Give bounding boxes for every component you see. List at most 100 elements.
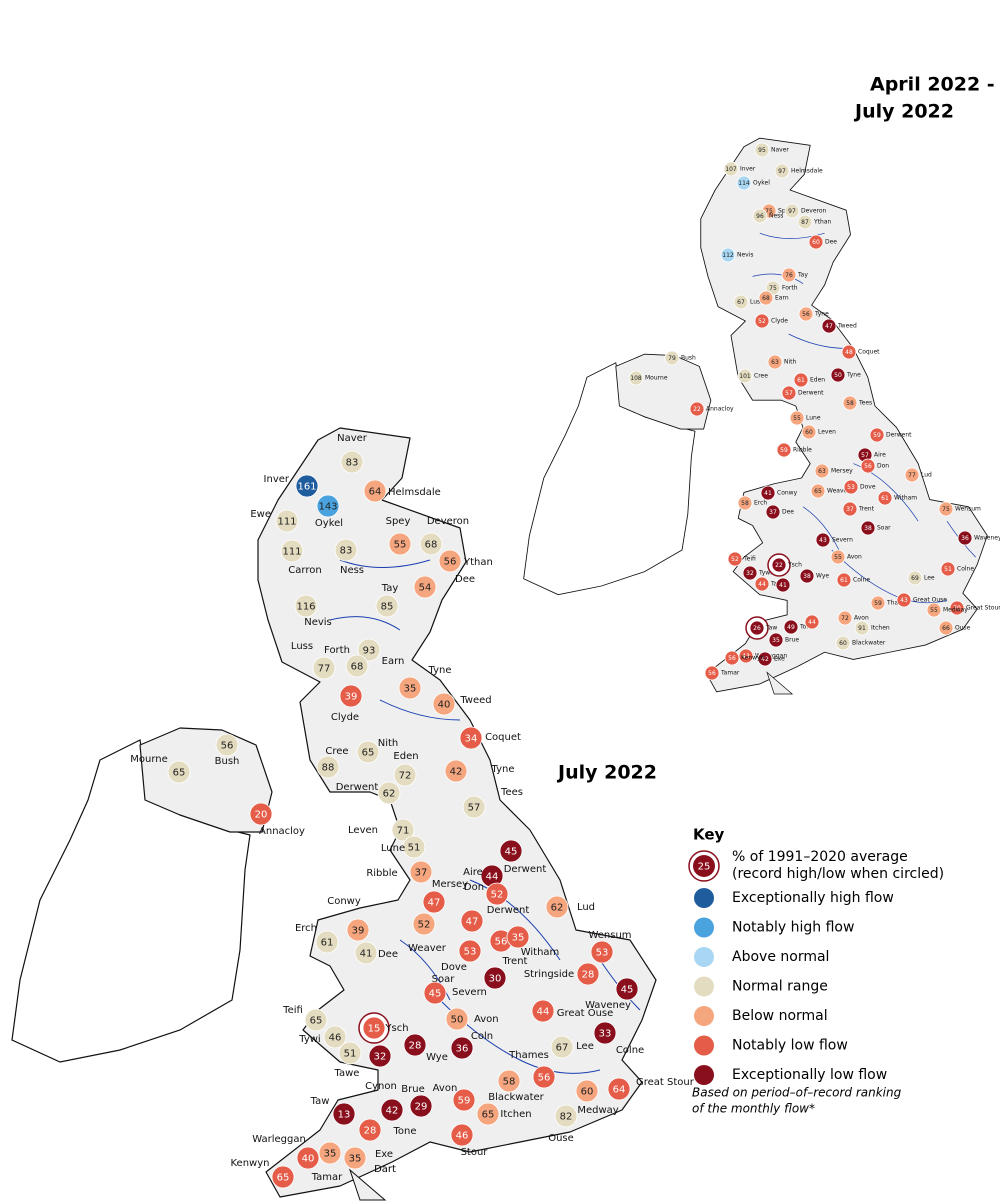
station-value: 68 [425,540,438,551]
station-value: 51 [408,843,421,854]
station-value: 66 [942,625,950,632]
station-name: Nevis [304,617,332,628]
station-marker [754,313,770,329]
station-marker [412,912,436,936]
station-name: Soar [877,525,891,532]
station-value: 111 [277,517,296,528]
station-name: Dove [441,962,467,973]
station-value: 35 [772,637,780,644]
station-name: Annacloy [259,826,305,837]
station-marker [215,733,239,757]
station-value: 52 [491,890,504,901]
station-value: 69 [911,575,919,582]
station-name: Lud [577,902,595,913]
station-value: 161 [297,482,316,493]
station-value: 39 [352,926,365,937]
station-name: Clyde [331,712,359,723]
station-name: Bush [681,355,696,362]
station-marker [749,620,765,636]
station-name: Deveron [801,208,827,215]
station-marker [752,208,768,224]
station-name: Ness [340,565,364,576]
station-marker [483,966,507,990]
station-marker [774,163,790,179]
station-marker [615,977,639,1001]
station-marker [768,632,784,648]
station-marker [249,802,273,826]
station-value: 32 [374,1052,387,1063]
station-name: Colne [853,577,870,584]
station-name: Mourne [130,754,168,765]
station-name: Thames [508,1050,549,1061]
station-marker [758,290,774,306]
station-marker [742,565,758,581]
station-name: Ewe [250,509,271,520]
station-name: Helmsdale [388,487,441,498]
station-name: Mersey [432,879,468,890]
station-name: Itchen [871,625,890,632]
station-value: 34 [465,734,478,745]
station-value: 62 [551,903,564,914]
station-value: 114 [738,180,750,187]
station-value: 45 [429,989,442,1000]
station-value: 56 [708,670,716,677]
station-marker [391,818,415,842]
station-marker [877,490,893,506]
station-name: Tawe [334,1068,360,1079]
station-value: 67 [737,299,745,306]
station-marker [167,760,191,784]
station-marker [316,494,340,518]
station-marker [841,344,857,360]
station-name: Forth [782,285,798,292]
station-value: 56 [728,655,736,662]
station-marker [767,354,783,370]
station-name: Avon [854,615,869,622]
station-name: Naver [771,147,789,154]
station-marker [757,651,773,667]
station-value: 36 [456,1044,469,1055]
station-name: Eden [393,751,418,762]
station-value: 97 [788,208,796,215]
station-value: 48 [845,349,853,356]
station-marker [318,1141,342,1165]
station-marker [334,538,358,562]
station-value: 88 [322,763,335,774]
station-name: Tone [392,1126,416,1137]
station-value: 22 [775,562,783,569]
station-value: 45 [621,985,634,996]
station-marker [345,654,369,678]
station-marker [723,161,739,177]
station-name: Ouse [955,625,971,632]
station-name: Helmsdale [791,168,823,175]
station-value: 45 [505,847,518,858]
station-value: 58 [503,1077,516,1088]
station-marker [363,479,387,503]
station-name: Don [877,463,889,470]
station-value: 43 [742,653,750,660]
map-title: July 2022 [556,762,657,784]
station-marker [854,620,870,636]
station-name: Ysch [384,1023,408,1034]
station-name: Kenwyn [741,655,765,662]
station-marker [458,939,482,963]
station-marker [784,203,800,219]
station-marker [798,306,814,322]
station-value: 60 [839,640,847,647]
station-marker [843,479,859,495]
station-name: Aire [463,867,483,878]
station-marker [343,1146,367,1170]
key-label: Normal range [732,979,828,995]
station-value: 38 [864,525,872,532]
station-marker [531,999,555,1023]
station-value: 20 [255,810,268,821]
station-value: 65 [814,488,822,495]
station-marker [499,839,523,863]
station-name: Cree [754,373,768,380]
station-name: Nith [378,738,399,749]
key-label: Notably low flow [732,1038,848,1054]
station-value: 101 [739,373,751,380]
station-name: Luss [291,641,313,652]
station-name: Great Ouse [913,597,947,604]
station-name: Leven [818,429,836,436]
station-marker [737,368,753,384]
